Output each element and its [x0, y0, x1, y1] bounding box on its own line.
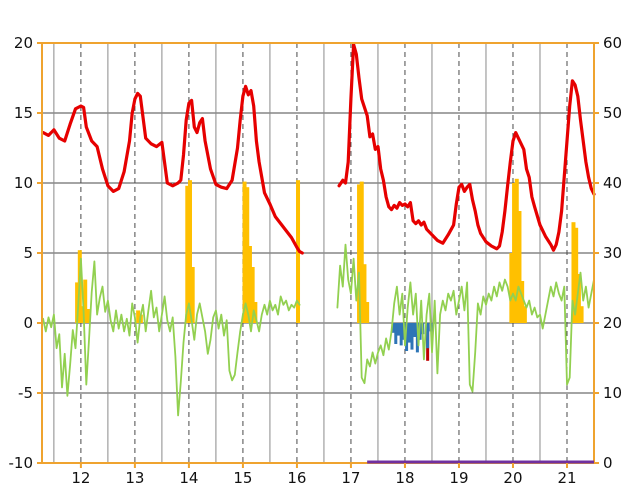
snow-depth-bar [187, 180, 192, 323]
right-y-tick-label: 50 [603, 104, 622, 122]
snow-depth-bar [362, 264, 367, 323]
snow-depth-bar [520, 281, 525, 323]
snow-depth-bar [185, 185, 190, 323]
x-tick-label: 18 [395, 469, 414, 487]
x-tick-label: 14 [179, 469, 198, 487]
left-y-tick-label: -5 [18, 384, 33, 402]
left-y-tick-label: 20 [14, 34, 33, 52]
red-series-line [41, 84, 304, 255]
right-y-tick-label: 0 [603, 454, 613, 472]
x-tick-label: 20 [503, 469, 522, 487]
snow-depth-bar [247, 246, 252, 323]
red-series-line [337, 42, 596, 252]
blue-bar [405, 323, 409, 351]
left-y-tick-label: 10 [14, 174, 33, 192]
snow-depth-bar [579, 306, 584, 323]
right-y-tick-label: 60 [603, 34, 622, 52]
snow-depth-bar [359, 181, 364, 323]
left-y-tick-label: 15 [14, 104, 33, 122]
blue-bar [426, 323, 430, 349]
right-y-tick-label: 20 [603, 314, 622, 332]
snow-depth-bar [517, 211, 522, 323]
snow-depth-bar [80, 306, 85, 323]
snow-depth-bar [357, 184, 362, 323]
snow-depth-bar [245, 187, 250, 323]
snow-depth-bar [522, 306, 527, 323]
right-y-tick-label: 10 [603, 384, 622, 402]
snow-depth-bar [253, 302, 258, 323]
left-y-tick-label: -10 [9, 454, 34, 472]
x-tick-label: 13 [125, 469, 144, 487]
snow-depth-bar [190, 267, 195, 323]
snow-depth-bar [574, 227, 579, 323]
x-tick-label: 15 [233, 469, 252, 487]
snow-depth-bar [75, 282, 80, 323]
snow-depth-bar [136, 310, 141, 323]
snow-depth-bar [576, 274, 581, 323]
x-tick-label: 19 [449, 469, 468, 487]
snow-depth-bar [85, 309, 90, 323]
x-tick-label: 17 [341, 469, 360, 487]
snow-depth-bar [571, 222, 576, 323]
green-series-line [42, 257, 301, 417]
right-y-tick-label: 30 [603, 244, 622, 262]
x-tick-label: 12 [71, 469, 90, 487]
snow-depth-bar [242, 181, 247, 323]
snow-depth-bar [83, 279, 88, 323]
blue-bar [407, 323, 411, 343]
green-series-line [336, 243, 595, 393]
blue-bar [394, 323, 398, 344]
snow-depth-bar [512, 183, 517, 323]
left-y-tick-label: 0 [23, 314, 33, 332]
snow-depth-bar [509, 253, 514, 323]
x-tick-label: 16 [287, 469, 306, 487]
snow-depth-bar [365, 302, 370, 323]
blue-bar [399, 323, 403, 346]
right-y-tick-label: 40 [603, 174, 622, 192]
snow-depth-bar [250, 267, 255, 323]
snow-depth-bar [514, 178, 519, 323]
left-y-tick-label: 5 [23, 244, 33, 262]
blue-bar [396, 323, 400, 336]
blue-bar [410, 323, 414, 350]
blue-bar [391, 323, 395, 333]
x-tick-label: 21 [557, 469, 576, 487]
blue-bar [413, 323, 417, 337]
